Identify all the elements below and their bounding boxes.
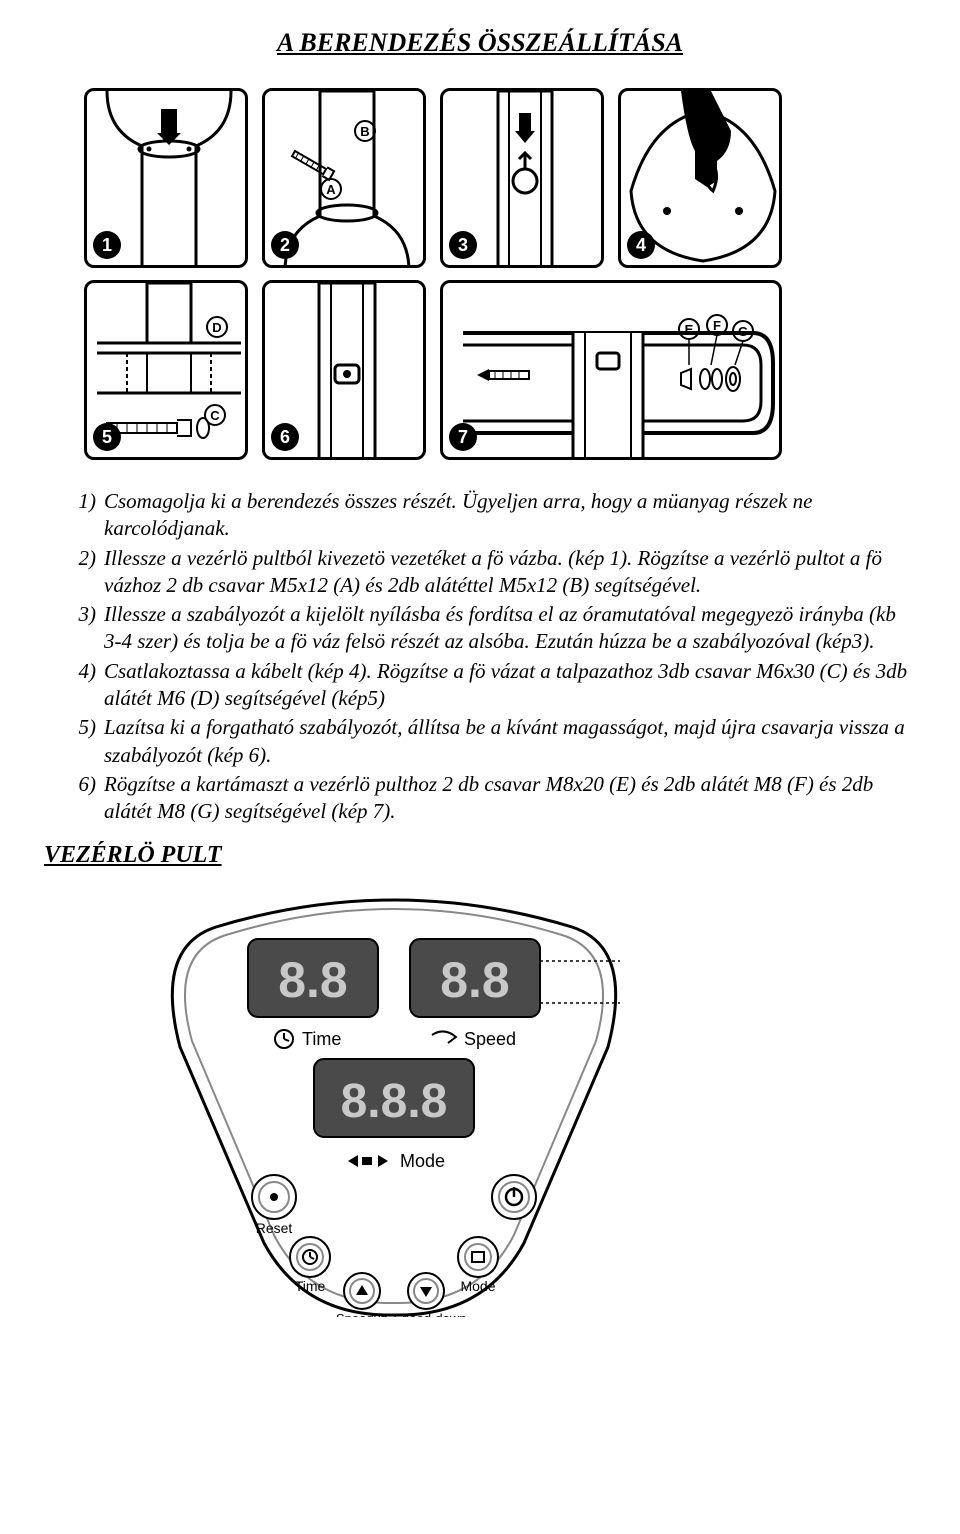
instruction-text: Illessze a vezérlö pultból kivezetö veze… xyxy=(104,545,916,600)
svg-text:B: B xyxy=(360,124,369,139)
assembly-panel-3: 3 xyxy=(440,88,604,268)
panel-number-badge: 5 xyxy=(93,423,121,451)
instruction-num: 5) xyxy=(72,714,96,769)
svg-text:Time: Time xyxy=(302,1029,341,1049)
diagram-row-2: D C 5 6 xyxy=(44,280,916,460)
power-button[interactable] xyxy=(492,1175,536,1219)
panel-number-badge: 7 xyxy=(449,423,477,451)
panel-number-badge: 6 xyxy=(271,423,299,451)
assembly-panel-1: 1 xyxy=(84,88,248,268)
svg-text:F: F xyxy=(713,318,721,333)
svg-text:A: A xyxy=(326,182,336,197)
panel-number-badge: 3 xyxy=(449,231,477,259)
svg-text:Speedup: Speedup xyxy=(336,1311,388,1317)
panel-number-badge: 1 xyxy=(93,231,121,259)
instruction-num: 4) xyxy=(72,658,96,713)
assembly-panel-5: D C 5 xyxy=(84,280,248,460)
instruction-text: Rögzítse a kartámaszt a vezérlö pulthoz … xyxy=(104,771,916,826)
svg-text:8.8.8: 8.8.8 xyxy=(341,1075,448,1128)
instruction-num: 2) xyxy=(72,545,96,600)
svg-text:8.8: 8.8 xyxy=(440,952,510,1008)
control-panel-figure: 8.8 8.8 Time Speed 8.8.8 Mode Reset xyxy=(44,887,916,1317)
panel-number-badge: 4 xyxy=(627,231,655,259)
time-button[interactable]: Time xyxy=(290,1237,330,1294)
instruction-item: 3) Illessze a szabályozót a kijelölt nyí… xyxy=(44,601,916,656)
mode-button[interactable]: Mode xyxy=(458,1237,498,1294)
instruction-text: Illessze a szabályozót a kijelölt nyílás… xyxy=(104,601,916,656)
svg-text:8.8: 8.8 xyxy=(278,952,348,1008)
diagram-row-1: 1 B A 2 xyxy=(44,88,916,268)
assembly-panel-7: E F G 7 xyxy=(440,280,782,460)
panel-number-badge: 2 xyxy=(271,231,299,259)
assembly-panel-2: B A 2 xyxy=(262,88,426,268)
page-title: A BERENDEZÉS ÖSSZEÁLLÍTÁSA xyxy=(44,28,916,58)
subheading-control-panel: VEZÉRLÖ PULT xyxy=(44,842,916,869)
svg-text:Time: Time xyxy=(295,1278,326,1294)
svg-text:Speed: Speed xyxy=(464,1029,516,1049)
assembly-panel-4: 4 xyxy=(618,88,782,268)
reset-button[interactable]: Reset xyxy=(252,1175,296,1236)
instruction-item: 5) Lazítsa ki a forgatható szabályozót, … xyxy=(44,714,916,769)
instruction-num: 3) xyxy=(72,601,96,656)
svg-text:G: G xyxy=(738,324,748,339)
instruction-item: 2) Illessze a vezérlö pultból kivezetö v… xyxy=(44,545,916,600)
instruction-list: 1) Csomagolja ki a berendezés összes rés… xyxy=(44,488,916,826)
instruction-num: 6) xyxy=(72,771,96,826)
instruction-text: Csomagolja ki a berendezés összes részét… xyxy=(104,488,916,543)
svg-text:C: C xyxy=(210,408,220,423)
instruction-item: 1) Csomagolja ki a berendezés összes rés… xyxy=(44,488,916,543)
svg-text:E: E xyxy=(685,322,694,337)
instruction-text: Lazítsa ki a forgatható szabályozót, áll… xyxy=(104,714,916,769)
svg-text:Mode: Mode xyxy=(460,1278,495,1294)
svg-text:Speed-down: Speed-down xyxy=(394,1311,467,1317)
assembly-panel-6: 6 xyxy=(262,280,426,460)
assembly-diagrams: 1 B A 2 xyxy=(44,88,916,460)
instruction-num: 1) xyxy=(72,488,96,543)
instruction-item: 6) Rögzítse a kartámaszt a vezérlö pulth… xyxy=(44,771,916,826)
instruction-text: Csatlakoztassa a kábelt (kép 4). Rögzíts… xyxy=(104,658,916,713)
instruction-item: 4) Csatlakoztassa a kábelt (kép 4). Rögz… xyxy=(44,658,916,713)
svg-text:Mode: Mode xyxy=(400,1151,445,1171)
svg-text:Reset: Reset xyxy=(256,1220,293,1236)
svg-text:D: D xyxy=(212,320,221,335)
